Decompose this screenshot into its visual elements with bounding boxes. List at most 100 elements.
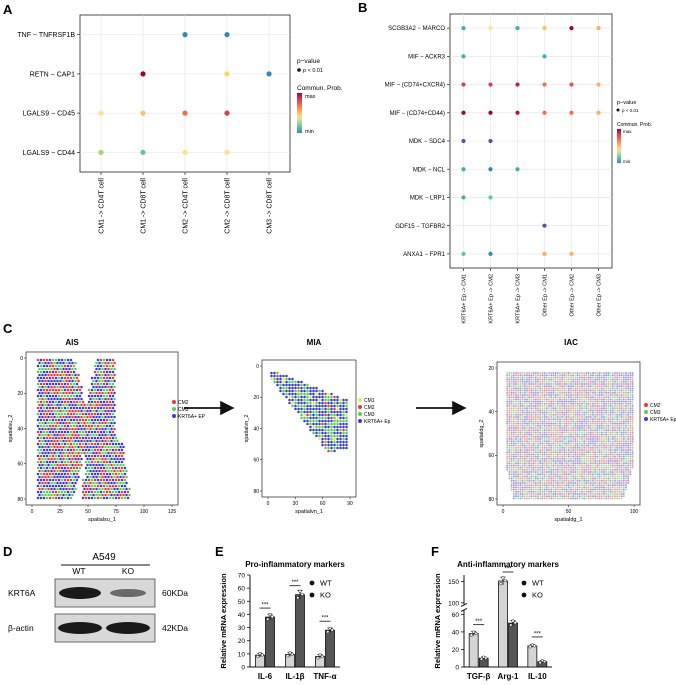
iac-spot — [572, 471, 575, 473]
ais-spot — [128, 493, 131, 497]
ais-spot — [65, 379, 68, 383]
iac-spot — [570, 409, 572, 412]
iac-spot — [548, 396, 550, 399]
iac-spot — [614, 413, 616, 416]
iac-spot — [631, 396, 634, 399]
iac-spot — [607, 394, 610, 396]
iac-spot — [545, 444, 548, 447]
ais-spot — [48, 466, 52, 470]
iac-spot — [609, 493, 612, 495]
iac-spot — [554, 413, 557, 416]
iac-spot — [532, 396, 535, 399]
iac-spot — [521, 440, 524, 443]
ais-spot — [66, 388, 70, 392]
iac-spot — [594, 479, 597, 482]
iac-spot — [545, 400, 548, 403]
iac-spot — [589, 372, 592, 374]
ais-spot — [87, 388, 91, 392]
ais-spot — [65, 487, 68, 491]
ais-spot — [72, 406, 76, 410]
iac-spot — [609, 387, 612, 390]
mia-spot — [318, 425, 321, 429]
ais-spot — [65, 403, 68, 407]
iac-spot — [614, 479, 616, 482]
iac-spot — [561, 464, 564, 467]
iac-spot — [545, 376, 548, 379]
iac-spot — [607, 413, 610, 416]
mia-spot — [318, 401, 321, 405]
iac-spot — [534, 376, 537, 379]
iac-spot — [616, 493, 619, 495]
ais-spot — [92, 463, 95, 467]
ais-spot — [63, 376, 67, 380]
ais-spot — [51, 388, 55, 392]
iac-spot — [627, 460, 630, 462]
iac-spot — [614, 429, 616, 432]
iac-spot — [596, 440, 599, 443]
iac-spot — [559, 396, 561, 399]
iac-spot — [512, 433, 515, 436]
iac-spot — [627, 433, 630, 436]
iac-spot — [603, 394, 605, 396]
iac-spot — [526, 380, 528, 383]
ais-ytick-label: 0 — [20, 356, 23, 362]
iac-spot — [552, 473, 555, 476]
iac-spot — [592, 484, 594, 487]
iac-spot — [541, 455, 544, 458]
iac-spot — [528, 383, 531, 385]
iac-spot — [545, 442, 548, 445]
mia-title: MIA — [307, 338, 322, 347]
iac-spot — [554, 429, 557, 432]
ais-spot — [89, 421, 92, 425]
mia-spot — [285, 389, 288, 393]
ais-spot — [92, 469, 95, 473]
ais-spot — [107, 421, 110, 425]
iac-spot — [550, 374, 553, 377]
iac-spot — [510, 429, 513, 432]
iac-spot — [556, 391, 559, 394]
iac-spot — [539, 446, 542, 449]
iac-spot — [526, 376, 528, 379]
ais-spot — [51, 436, 55, 440]
iac-spot — [616, 409, 619, 412]
iac-spot — [506, 372, 509, 374]
iac-spot — [585, 473, 588, 476]
iac-spot — [515, 374, 517, 377]
iac-spot — [611, 431, 614, 434]
ais-spot — [68, 421, 71, 425]
iac-spot — [627, 387, 630, 390]
ais-spot — [92, 451, 95, 455]
iac-spot — [548, 460, 550, 462]
iac-spot — [583, 444, 586, 447]
iac-spot — [603, 455, 605, 458]
ais-spot — [77, 463, 80, 467]
iac-spot — [616, 479, 619, 482]
ais-spot — [50, 475, 53, 479]
ais-spot — [39, 364, 43, 368]
iac-spot — [537, 394, 539, 396]
iac-spot — [528, 490, 531, 493]
iac-spot — [596, 490, 599, 493]
iac-spot — [585, 493, 588, 495]
iac-spot — [605, 429, 608, 432]
iac-spot — [561, 449, 564, 451]
iac-spot — [512, 411, 515, 414]
iac-spot — [614, 433, 616, 436]
iac-spot — [523, 442, 526, 445]
iac-spot — [530, 435, 533, 438]
iac-spot — [594, 400, 597, 403]
ais-spot — [36, 412, 40, 416]
iac-spot — [594, 482, 597, 484]
iac-spot — [543, 385, 546, 388]
iac-spot — [625, 400, 627, 403]
ais-spot — [74, 451, 77, 455]
iac-spot — [607, 400, 610, 403]
iac-spot — [616, 427, 619, 429]
iac-spot — [578, 468, 581, 471]
iac-spot — [554, 490, 557, 493]
iac-spot — [616, 411, 619, 414]
ais-spot — [42, 418, 46, 422]
iac-spot — [578, 402, 581, 405]
iac-spot — [605, 391, 608, 394]
ais-spot — [51, 460, 55, 464]
